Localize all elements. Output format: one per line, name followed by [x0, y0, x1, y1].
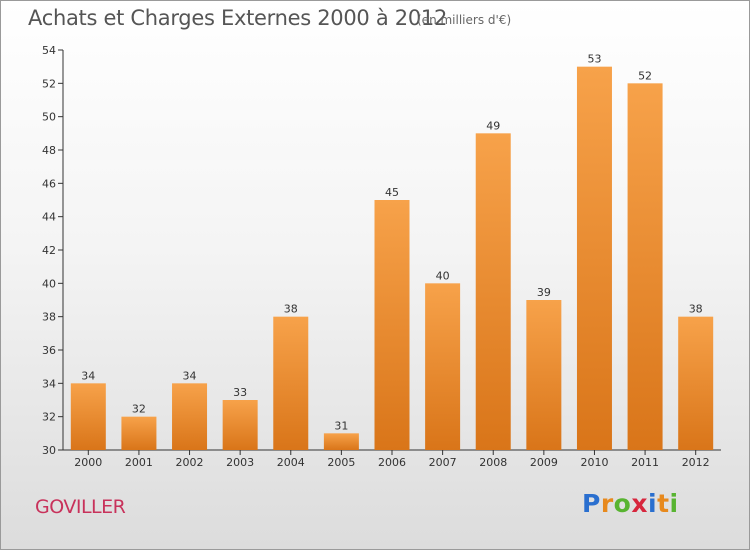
x-tick-label: 2000 — [74, 456, 102, 469]
chart-title: Achats et Charges Externes 2000 à 2012 — [28, 6, 448, 30]
bar-value-label: 40 — [436, 269, 450, 282]
x-tick-label: 2010 — [580, 456, 608, 469]
bar — [121, 416, 157, 450]
x-tick-label: 2008 — [479, 456, 507, 469]
proxiti-logo[interactable]: Proxiti — [582, 489, 679, 518]
bar-value-label: 34 — [81, 369, 95, 382]
bar — [475, 133, 511, 451]
y-tick-label: 42 — [42, 244, 56, 257]
bar-value-label: 31 — [334, 419, 348, 432]
logo-letter: i — [669, 489, 679, 518]
x-tick-label: 2001 — [125, 456, 153, 469]
y-axis: 30 32 34 36 38 40 42 44 46 48 50 52 54 — [42, 44, 64, 457]
bar — [374, 200, 410, 450]
bar — [222, 400, 258, 450]
bar-value-label: 34 — [183, 369, 197, 382]
y-tick-label: 40 — [42, 277, 56, 290]
bar-value-label: 32 — [132, 403, 146, 416]
x-tick-label: 2002 — [176, 456, 204, 469]
y-tick-label: 46 — [42, 177, 56, 190]
logo-letter: x — [631, 489, 648, 518]
y-tick-label: 32 — [42, 411, 56, 424]
bar-series: 34 32 34 33 38 31 45 40 49 39 53 52 38 — [70, 53, 714, 451]
bar-value-label: 38 — [689, 303, 703, 316]
y-tick-label: 34 — [42, 377, 56, 390]
y-tick-label: 44 — [42, 211, 56, 224]
logo-letter: t — [657, 489, 670, 518]
y-tick-label: 54 — [42, 44, 56, 57]
bar — [273, 316, 309, 450]
bar — [172, 383, 208, 450]
x-tick-label: 2004 — [277, 456, 305, 469]
bar-value-label: 33 — [233, 386, 247, 399]
x-tick-label: 2009 — [530, 456, 558, 469]
logo-letter: P — [582, 489, 601, 518]
bar — [70, 383, 106, 450]
bar — [627, 83, 663, 450]
y-tick-label: 36 — [42, 344, 56, 357]
bar — [576, 66, 612, 451]
bar-value-label: 39 — [537, 286, 551, 299]
bar — [526, 300, 562, 450]
x-tick-label: 2007 — [429, 456, 457, 469]
x-axis: 2000 2001 2002 2003 2004 2005 2006 2007 2008 2009… — [63, 449, 721, 469]
x-tick-label: 2003 — [226, 456, 254, 469]
logo-letter: i — [648, 489, 658, 518]
x-tick-label: 2006 — [378, 456, 406, 469]
bar-value-label: 49 — [486, 119, 500, 132]
bar — [323, 433, 359, 450]
y-tick-label: 30 — [42, 444, 56, 457]
bar-value-label: 38 — [284, 303, 298, 316]
x-tick-label: 2012 — [682, 456, 710, 469]
x-tick-label: 2005 — [327, 456, 355, 469]
bar — [425, 283, 461, 450]
y-tick-label: 38 — [42, 311, 56, 324]
bar — [678, 316, 714, 450]
logo-letter: r — [600, 489, 614, 518]
y-tick-label: 52 — [42, 77, 56, 90]
y-tick-label: 50 — [42, 111, 56, 124]
chart-subtitle: (en milliers d'€) — [417, 13, 512, 27]
logo-letter: o — [613, 489, 632, 518]
x-tick-label: 2011 — [631, 456, 659, 469]
bar-value-label: 53 — [587, 53, 601, 66]
commune-name: GOVILLER — [35, 496, 126, 518]
bar-value-label: 45 — [385, 186, 399, 199]
bar-value-label: 52 — [638, 69, 652, 82]
y-tick-label: 48 — [42, 144, 56, 157]
